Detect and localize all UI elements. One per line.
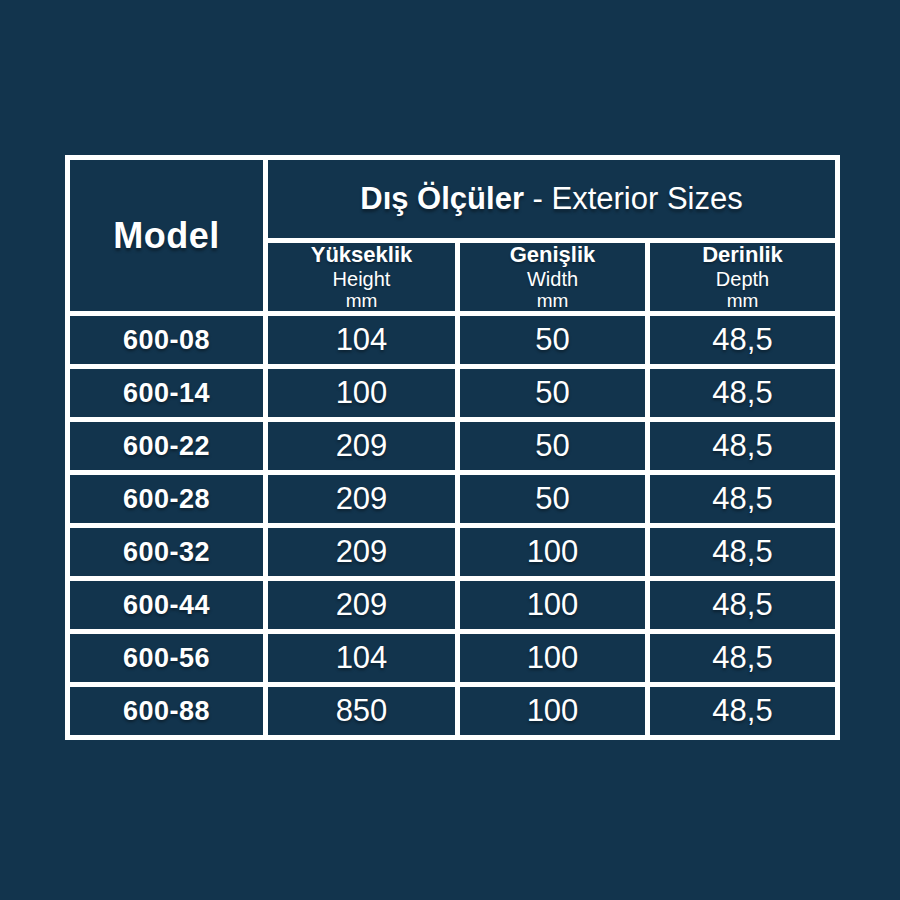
table-row: 600-08 104 50 48,5 (68, 314, 838, 367)
width-cell: 50 (458, 473, 648, 526)
height-cell: 209 (266, 579, 458, 632)
column-header-depth: Derinlik Depth mm (648, 241, 838, 314)
height-cell: 104 (266, 632, 458, 685)
height-label-tr: Yükseklik (268, 243, 455, 268)
depth-cell: 48,5 (648, 685, 838, 738)
height-cell: 100 (266, 367, 458, 420)
height-cell: 209 (266, 473, 458, 526)
width-cell: 50 (458, 367, 648, 420)
depth-label-tr: Derinlik (650, 243, 835, 268)
width-label-en: Width (460, 268, 645, 290)
depth-cell: 48,5 (648, 579, 838, 632)
depth-cell: 48,5 (648, 473, 838, 526)
table-row: 600-44 209 100 48,5 (68, 579, 838, 632)
table-row: 600-56 104 100 48,5 (68, 632, 838, 685)
group-header-turkish: Dış Ölçüler (360, 181, 524, 216)
depth-cell: 48,5 (648, 420, 838, 473)
width-cell: 100 (458, 632, 648, 685)
height-unit: mm (268, 290, 455, 311)
depth-unit: mm (650, 290, 835, 311)
model-cell: 600-44 (68, 579, 266, 632)
depth-cell: 48,5 (648, 367, 838, 420)
height-cell: 209 (266, 420, 458, 473)
model-cell: 600-14 (68, 367, 266, 420)
table-row: 600-88 850 100 48,5 (68, 685, 838, 738)
width-cell: 50 (458, 314, 648, 367)
table-row: 600-22 209 50 48,5 (68, 420, 838, 473)
model-column-header: Model (68, 158, 266, 314)
height-label-en: Height (268, 268, 455, 290)
table-row: 600-28 209 50 48,5 (68, 473, 838, 526)
depth-cell: 48,5 (648, 526, 838, 579)
width-cell: 100 (458, 685, 648, 738)
width-label-tr: Genişlik (460, 243, 645, 268)
depth-cell: 48,5 (648, 314, 838, 367)
depth-cell: 48,5 (648, 632, 838, 685)
column-header-width: Genişlik Width mm (458, 241, 648, 314)
column-header-height: Yükseklik Height mm (266, 241, 458, 314)
group-header-cell: Dış Ölçüler - Exterior Sizes (266, 158, 838, 241)
spec-sheet-canvas: Model Dış Ölçüler - Exterior Sizes Yükse… (0, 0, 900, 900)
height-cell: 104 (266, 314, 458, 367)
exterior-sizes-table: Model Dış Ölçüler - Exterior Sizes Yükse… (65, 155, 840, 740)
model-cell: 600-28 (68, 473, 266, 526)
group-header-english: - Exterior Sizes (524, 181, 743, 216)
depth-label-en: Depth (650, 268, 835, 290)
model-cell: 600-08 (68, 314, 266, 367)
model-cell: 600-56 (68, 632, 266, 685)
table-row: 600-14 100 50 48,5 (68, 367, 838, 420)
width-unit: mm (460, 290, 645, 311)
width-cell: 50 (458, 420, 648, 473)
width-cell: 100 (458, 526, 648, 579)
height-cell: 209 (266, 526, 458, 579)
height-cell: 850 (266, 685, 458, 738)
group-header-row: Model Dış Ölçüler - Exterior Sizes (68, 158, 838, 241)
table-row: 600-32 209 100 48,5 (68, 526, 838, 579)
width-cell: 100 (458, 579, 648, 632)
model-cell: 600-88 (68, 685, 266, 738)
model-cell: 600-32 (68, 526, 266, 579)
model-cell: 600-22 (68, 420, 266, 473)
